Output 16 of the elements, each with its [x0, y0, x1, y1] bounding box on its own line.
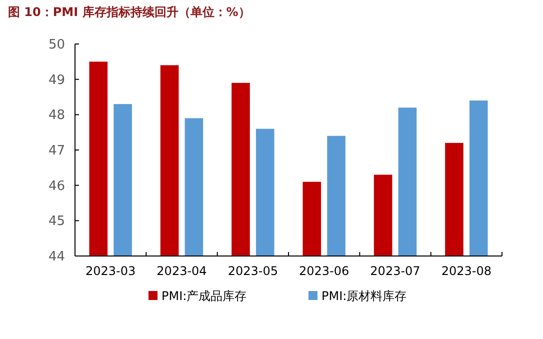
chart-title: 图 10：PMI 库存指标持续回升（单位：%）	[8, 5, 250, 19]
x-tick-label: 2023-07	[370, 264, 420, 278]
x-tick-label: 2023-05	[228, 264, 278, 278]
legend-label: PMI:原材料库存	[322, 289, 407, 304]
y-tick-label: 47	[48, 144, 65, 159]
x-tick-label: 2023-04	[156, 264, 207, 278]
legend-label: PMI:产成品库存	[162, 289, 247, 304]
x-tick-label: 2023-08	[441, 264, 492, 278]
x-tick-label: 2023-03	[86, 264, 136, 278]
y-tick-label: 48	[48, 108, 65, 124]
y-tick-label: 50	[48, 38, 65, 53]
y-tick-label: 44	[48, 250, 65, 265]
y-tick-label: 46	[48, 178, 65, 194]
x-tick-label: 2023-06	[299, 264, 350, 278]
y-tick-label: 49	[48, 72, 65, 88]
y-tick-label: 45	[48, 214, 65, 230]
